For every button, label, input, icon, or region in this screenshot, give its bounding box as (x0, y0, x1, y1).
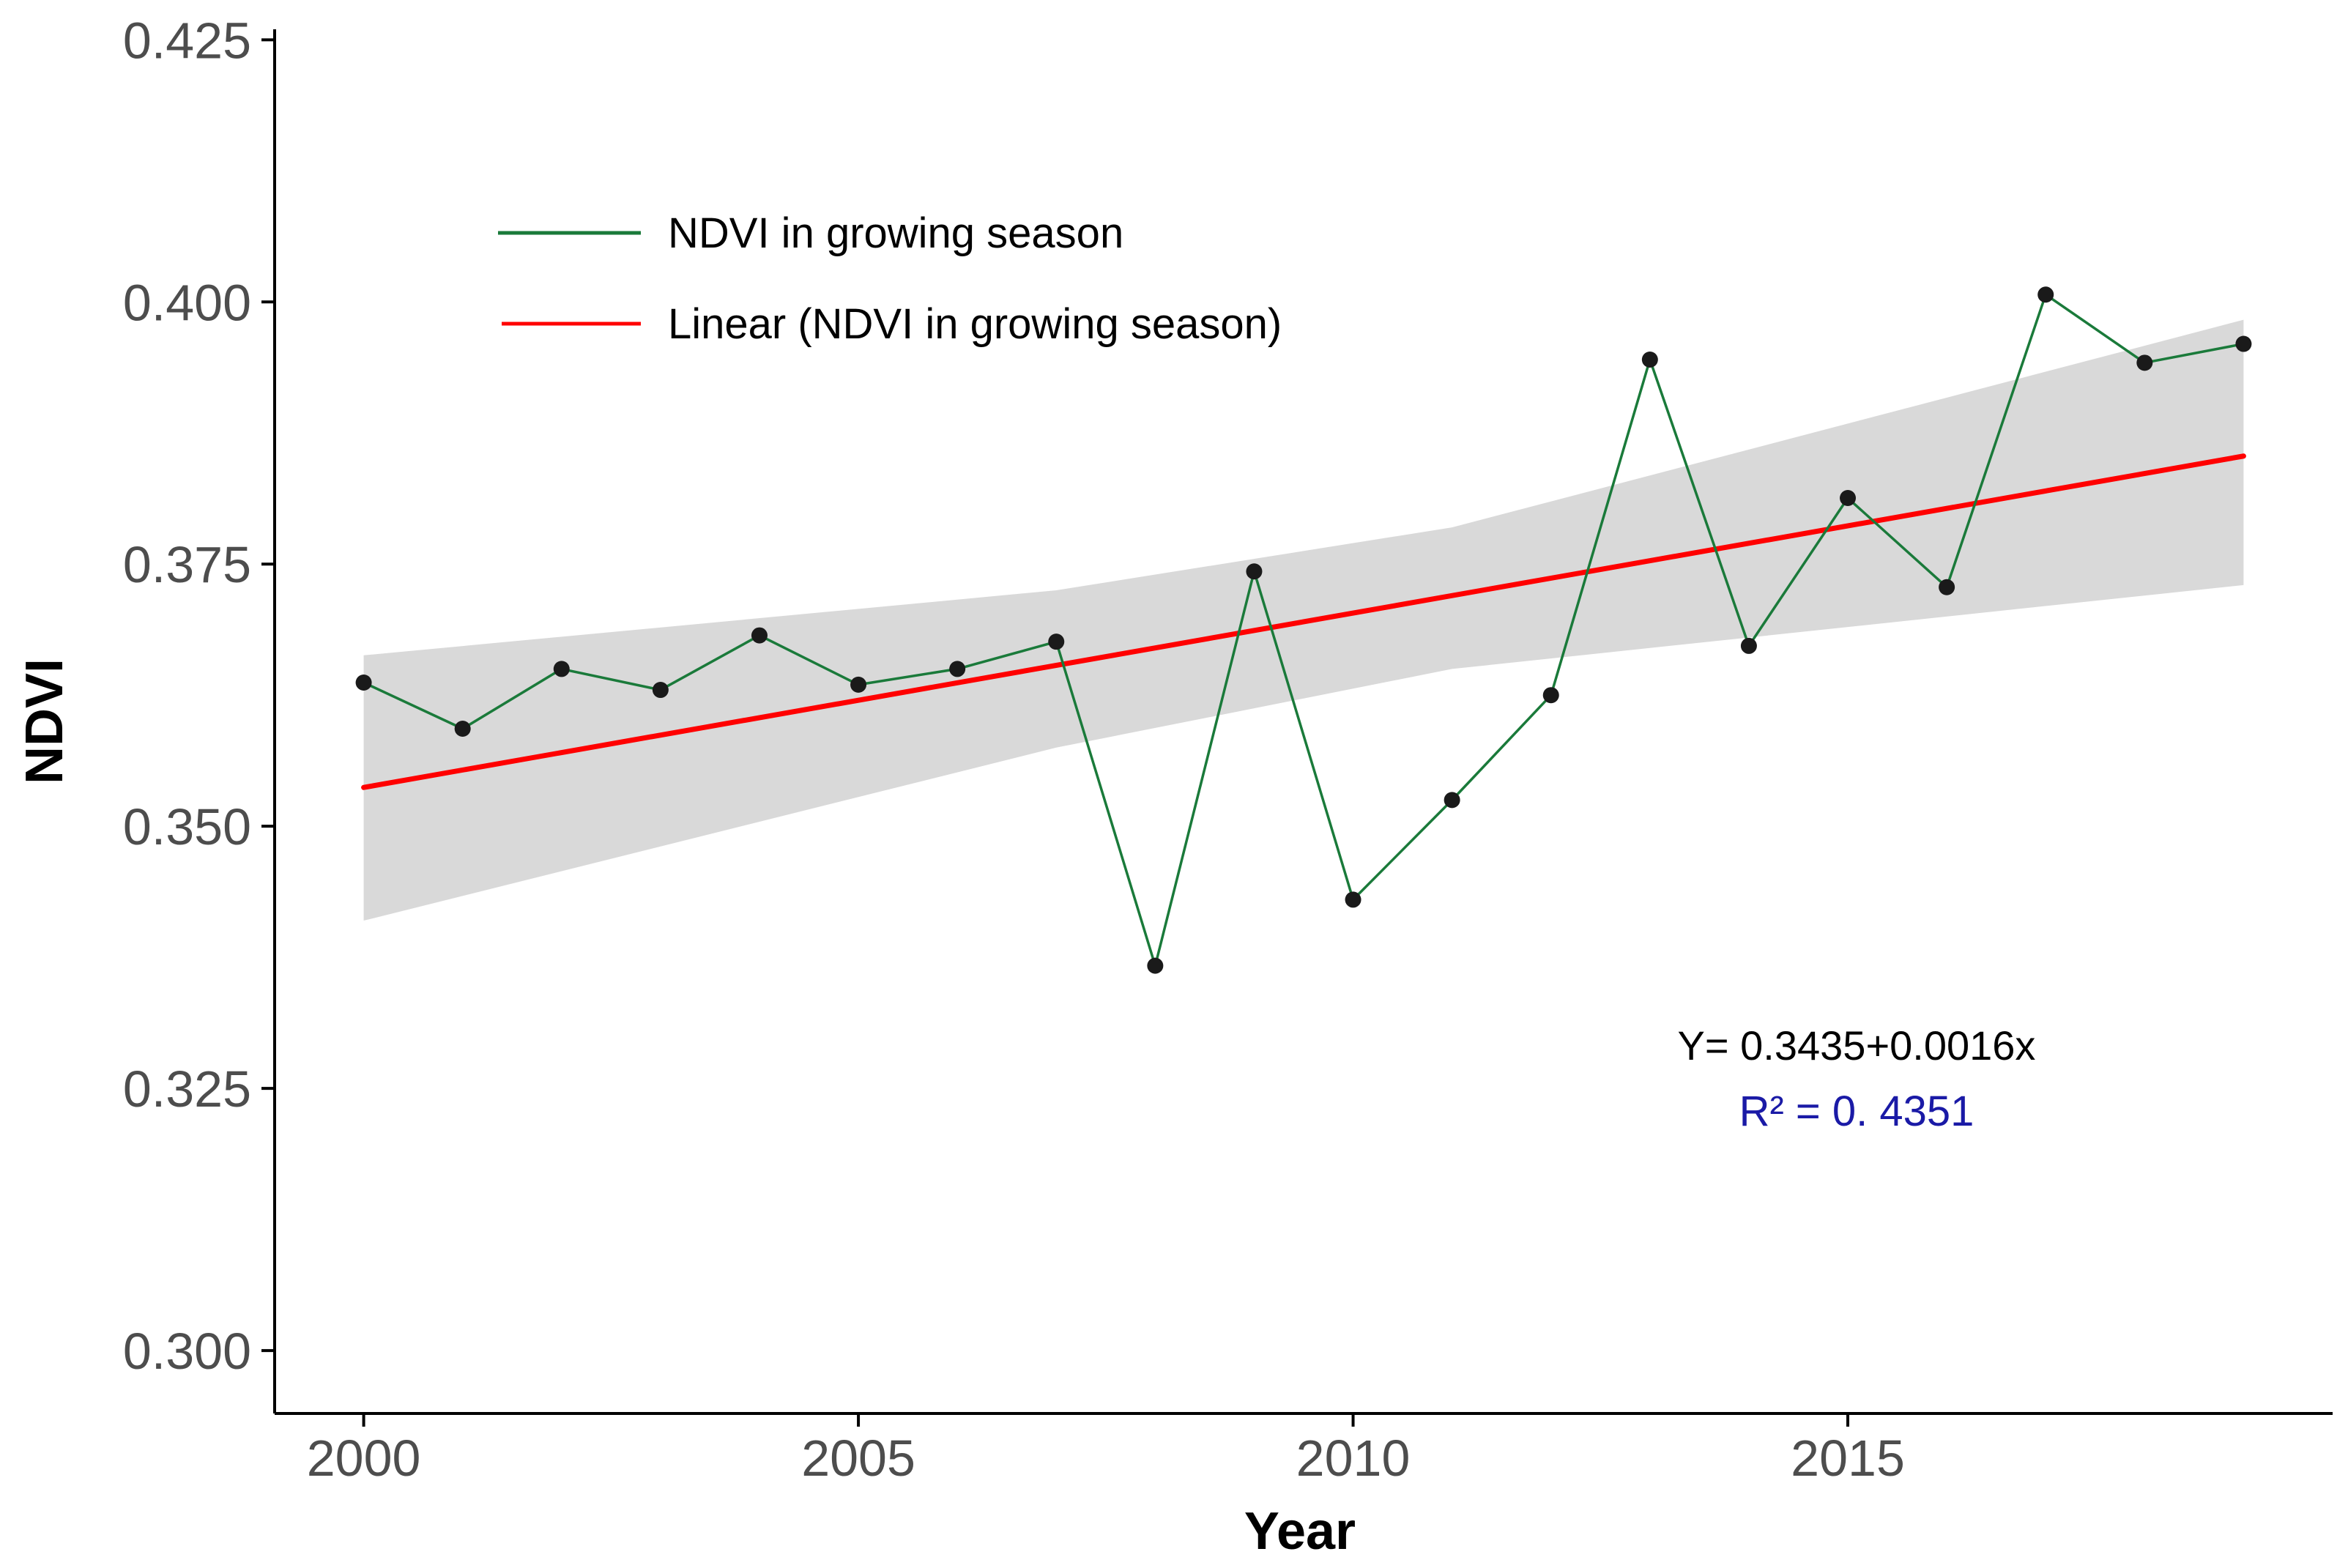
data-point (1740, 637, 1757, 654)
data-point (652, 682, 669, 699)
legend-label-ndvi: NDVI in growing season (668, 209, 1123, 257)
data-point (1542, 687, 1559, 704)
legend: NDVI in growing season Linear (NDVI in g… (498, 209, 1282, 348)
legend-label-linear: Linear (NDVI in growing season) (668, 300, 1282, 348)
regression-equation: Y= 0.3435+0.0016x (1678, 1022, 2036, 1069)
data-point (1246, 563, 1263, 580)
ndvi-segment (1055, 641, 1157, 967)
ndvi-segment (1649, 359, 1750, 647)
x-axis-ticks: 2000 2005 2010 2015 (307, 1413, 1905, 1487)
ndvi-segment (363, 681, 464, 730)
data-point (1444, 792, 1460, 809)
data-point (850, 676, 867, 693)
x-tick-label: 2015 (1791, 1430, 1905, 1487)
ndvi-segment (1252, 571, 1355, 900)
data-point (1048, 633, 1065, 650)
ndvi-segment (2144, 342, 2244, 365)
y-tick-label: 0.400 (123, 274, 251, 331)
ndvi-segment (660, 634, 760, 691)
data-point (1939, 579, 1955, 595)
data-point (2136, 354, 2153, 371)
data-point (1641, 352, 1658, 368)
y-axis-title: NDVI (15, 658, 74, 784)
data-point (1147, 957, 1164, 974)
data-point (355, 675, 372, 691)
ndvi-segment (1550, 359, 1652, 696)
ndvi-segment (1846, 497, 1948, 589)
ndvi-segment (1153, 571, 1256, 967)
y-tick-label: 0.325 (123, 1060, 251, 1118)
data-point (1345, 891, 1361, 908)
r-squared-label: R² = 0. 4351 (1739, 1088, 1974, 1135)
data-point (2037, 286, 2054, 303)
y-tick-label: 0.375 (123, 536, 251, 593)
data-point (1840, 490, 1857, 507)
ndvi-segment (1747, 497, 1849, 647)
x-axis-title: Year (1244, 1502, 1356, 1561)
ndvi-series-layer (363, 293, 2244, 967)
y-tick-label: 0.350 (123, 798, 251, 855)
trend-line-layer (361, 453, 2246, 790)
trend-line (361, 453, 2246, 790)
data-point (553, 661, 570, 677)
ndvi-points-layer (355, 286, 2252, 974)
ndvi-segment (759, 634, 859, 686)
ndvi-segment (858, 667, 958, 686)
x-tick-label: 2005 (801, 1430, 915, 1487)
ndvi-segment (1451, 694, 1553, 801)
data-point (751, 627, 768, 644)
data-point (949, 661, 966, 677)
data-point (2235, 335, 2252, 352)
y-tick-label: 0.300 (123, 1323, 251, 1380)
ndvi-segment (1352, 799, 1453, 901)
ndvi-segment (2045, 293, 2146, 364)
y-axis-ticks: 0.300 0.325 0.350 0.375 0.400 0.425 (123, 12, 275, 1380)
y-tick-label: 0.425 (123, 12, 251, 69)
x-tick-label: 2000 (307, 1430, 421, 1487)
data-point (454, 721, 471, 737)
ndvi-segment (561, 667, 661, 691)
ndvi-segment (1945, 294, 2047, 588)
x-tick-label: 2010 (1296, 1430, 1411, 1487)
ndvi-segment (461, 667, 562, 730)
ndvi-segment (956, 640, 1057, 671)
